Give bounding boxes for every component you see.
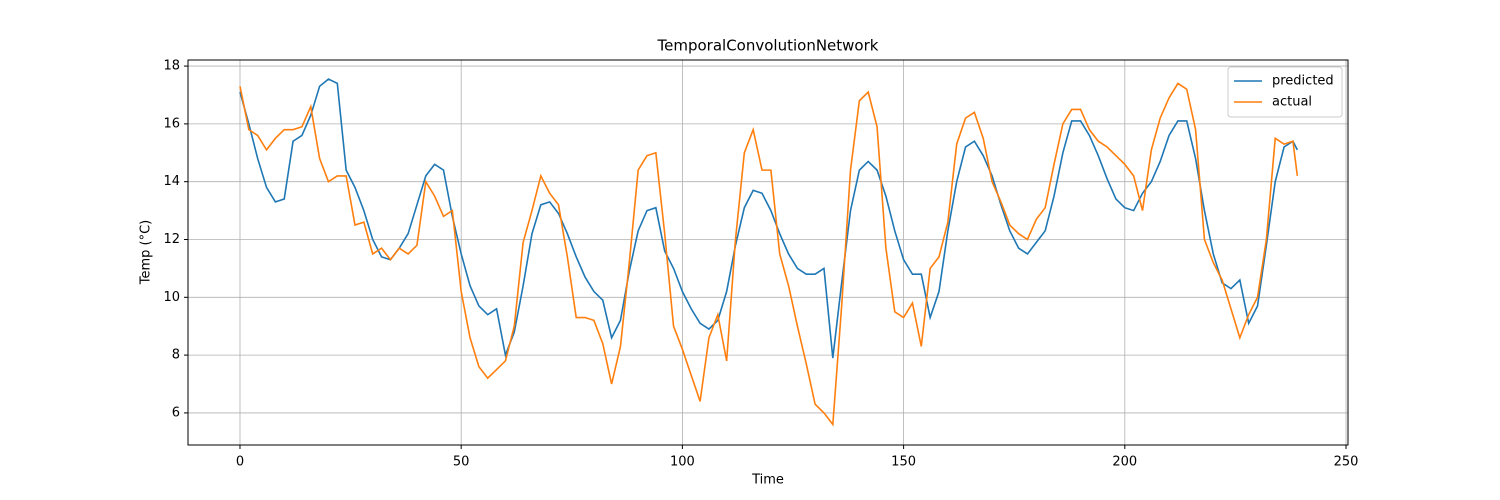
x-tick-label: 250 bbox=[1334, 455, 1359, 470]
y-tick-label: 10 bbox=[163, 290, 180, 305]
x-axis-label: Time bbox=[751, 473, 784, 488]
x-tick-label: 0 bbox=[236, 455, 244, 470]
data-line bbox=[239, 82, 1299, 427]
y-axis-label: Temp (°C) bbox=[139, 220, 154, 286]
legend-box bbox=[1227, 66, 1343, 118]
y-tick-label: 14 bbox=[163, 174, 180, 189]
x-tick-label: 150 bbox=[891, 455, 916, 470]
y-tick-label: 16 bbox=[163, 116, 180, 131]
legend-label: actual bbox=[1272, 95, 1312, 110]
chart-title: TemporalConvolutionNetwork bbox=[657, 37, 879, 55]
x-tick-label: 100 bbox=[670, 455, 695, 470]
x-tick-label: 200 bbox=[1112, 455, 1137, 470]
y-tick-label: 6 bbox=[172, 405, 180, 420]
y-tick-label: 8 bbox=[172, 348, 180, 363]
plot-frame bbox=[187, 59, 1349, 446]
x-tick-label: 50 bbox=[453, 455, 470, 470]
data-line bbox=[239, 78, 1299, 359]
legend-label: predicted bbox=[1272, 74, 1334, 89]
y-tick-label: 12 bbox=[163, 232, 180, 247]
y-tick-label: 18 bbox=[163, 59, 180, 74]
